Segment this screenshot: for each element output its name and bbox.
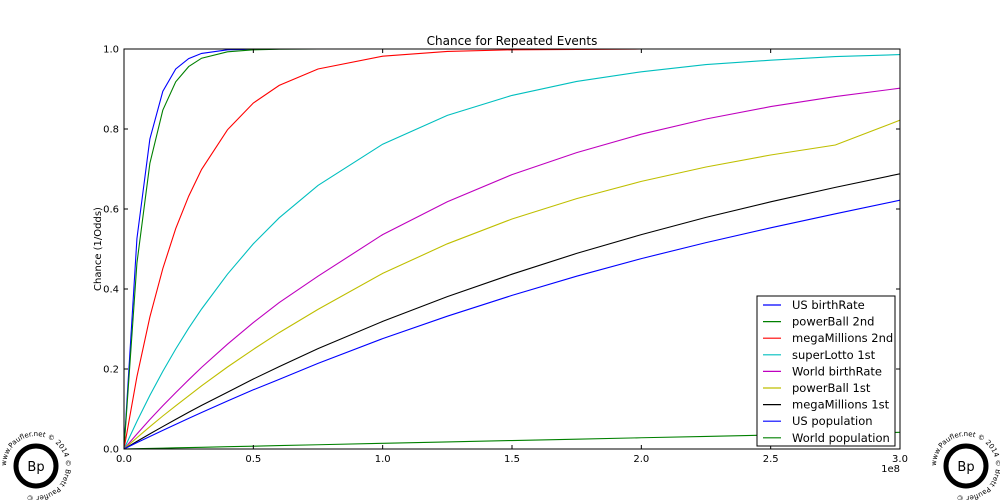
logo-mark-left: Bp — [27, 460, 44, 475]
chart-title: Chance for Repeated Events — [427, 34, 598, 48]
x-offset-label: 1e8 — [881, 464, 900, 475]
series-line-0 — [124, 49, 900, 449]
x-tick-label-0: 0.0 — [116, 454, 132, 465]
y-tick-label-3: 0.6 — [103, 205, 119, 216]
y-tick-label-5: 1.0 — [103, 45, 119, 56]
legend-entry-6: megaMillions 1st — [792, 398, 890, 412]
series-line-6 — [124, 173, 900, 449]
logo-left: Bp www.Paufler.net © 2014 © Brett Paufle… — [0, 430, 72, 500]
series-line-5 — [124, 119, 900, 449]
legend-entry-0: US birthRate — [792, 298, 865, 312]
series-line-7 — [124, 199, 900, 449]
legend-entry-4: World birthRate — [792, 364, 882, 378]
x-tick-label-5: 2.5 — [763, 454, 779, 465]
logo-ring-left — [13, 443, 59, 489]
y-tick-label-4: 0.8 — [103, 125, 119, 136]
legend-entry-8: World population — [792, 431, 890, 445]
series-line-2 — [124, 49, 900, 449]
x-tick-label-6: 3.0 — [892, 454, 908, 465]
y-tick-label-1: 0.2 — [103, 365, 119, 376]
legend-entry-7: US population — [792, 414, 873, 428]
y-axis-label: Chance (1/Odds) — [93, 207, 104, 291]
y-tick-label-2: 0.4 — [103, 285, 119, 296]
legend-entry-3: superLotto 1st — [792, 348, 876, 362]
y-tick-label-0: 0.0 — [103, 445, 119, 456]
x-tick-label-1: 0.5 — [245, 454, 261, 465]
logo-mark-right: Bp — [957, 460, 974, 475]
logo-ring-right — [943, 443, 989, 489]
legend: US birthRate powerBall 2nd megaMillions 2n… — [756, 295, 896, 447]
legend-entry-2: megaMillions 2nd — [792, 331, 893, 345]
legend-entry-5: powerBall 1st — [792, 381, 871, 395]
x-tick-label-3: 1.5 — [504, 454, 520, 465]
logo-right: Bp www.Paufler.net © 2014 © Brett Paufle… — [930, 430, 1000, 500]
series-line-3 — [124, 54, 900, 449]
legend-entry-1: powerBall 2nd — [792, 315, 874, 329]
axis-ticks: 0.0 0.5 1.0 1.5 2.0 2.5 3.0 0.0 0.2 0.4 0.6 0.8 1.0 — [103, 45, 908, 466]
series-line-8 — [124, 431, 900, 449]
x-tick-label-4: 2.0 — [633, 454, 649, 465]
series-line-4 — [124, 87, 900, 449]
x-tick-label-2: 1.0 — [375, 454, 391, 465]
